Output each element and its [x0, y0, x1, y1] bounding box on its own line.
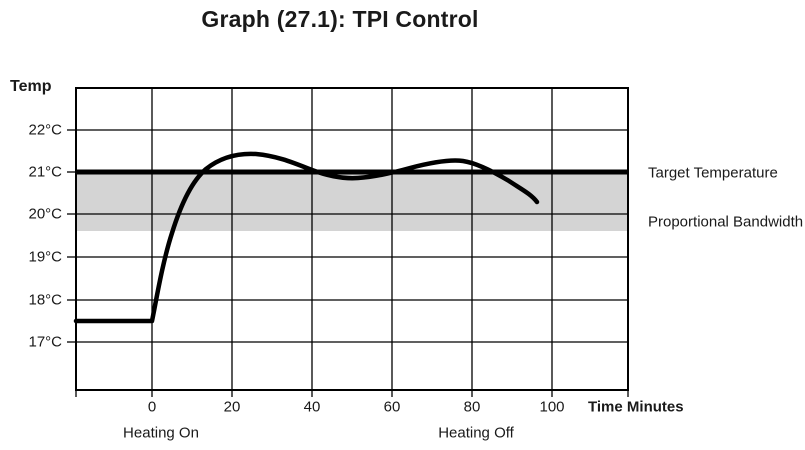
horizontal-grid-lines	[76, 129, 628, 343]
x-tick-label-60: 60	[383, 398, 401, 416]
vertical-grid-lines	[151, 88, 553, 390]
chart-title: Graph (27.1): TPI Control	[201, 6, 479, 32]
proportional-band-region	[76, 172, 628, 231]
x-tick-label-0: 0	[147, 398, 157, 416]
heating-on-label: Heating On	[123, 424, 199, 442]
proportional-bandwidth-label: Proportional Bandwidth	[648, 213, 804, 231]
y-tick-label-21: 21°C	[28, 163, 62, 181]
y-axis-ticks	[67, 129, 76, 343]
heating-off-label: Heating Off	[438, 424, 514, 442]
x-axis-ticks	[75, 390, 629, 397]
y-tick-label-18: 18°C	[28, 291, 62, 309]
y-tick-label-17: 17°C	[28, 333, 62, 351]
x-tick-label-80: 80	[463, 398, 481, 416]
y-tick-label-20: 20°C	[28, 205, 62, 223]
x-tick-label-20: 20	[223, 398, 241, 416]
x-tick-label-40: 40	[303, 398, 321, 416]
y-tick-label-22: 22°C	[28, 121, 62, 139]
plot-border	[75, 87, 629, 391]
y-axis-title: Temp	[10, 78, 52, 95]
y-tick-label-19: 19°C	[28, 248, 62, 266]
temperature-curve	[73, 151, 540, 324]
x-tick-label-100: 100	[539, 398, 565, 416]
target-temperature-label: Target Temperature	[648, 164, 778, 182]
x-axis-title: Time Minutes	[588, 398, 684, 416]
